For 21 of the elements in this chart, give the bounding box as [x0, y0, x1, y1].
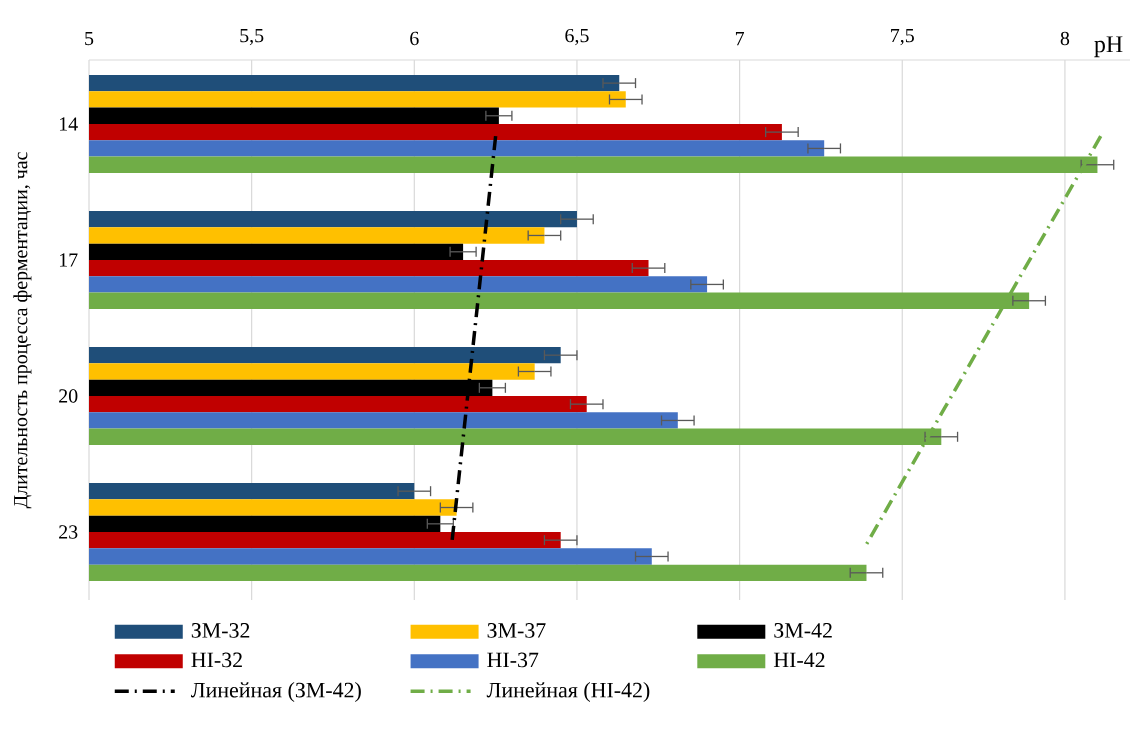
legend-label: HI-42	[773, 652, 825, 668]
x-tick-label: 6	[410, 31, 419, 46]
y-tick-label: 14	[59, 117, 78, 131]
legend-label: HI-32	[191, 652, 242, 668]
y-tick-label: 23	[59, 525, 78, 539]
legend-label: ЗМ-37	[487, 623, 546, 638]
x-tick-label: 7	[735, 32, 745, 46]
x-tick-label: 6,5	[565, 28, 589, 46]
y-tick-label: 20	[59, 389, 78, 403]
x-tick-label: 7,5	[891, 29, 914, 46]
x-tick-label: 8	[1060, 31, 1070, 46]
legend-label: HI-37	[487, 652, 539, 668]
legend-label: Линейная (ЗМ-42)	[190, 682, 361, 702]
legend-label: Линейная (HI-42)	[486, 682, 650, 702]
x-tick-label: 5,5	[240, 29, 264, 46]
x-axis-title: pH	[1094, 36, 1123, 58]
legend-label: ЗМ-42	[774, 623, 832, 638]
y-tick-label: 17	[59, 253, 78, 267]
legend-label: ЗМ-32	[191, 623, 250, 638]
y-axis-title: Длительность процесса ферментации, час	[13, 152, 32, 509]
x-tick-label: 5	[85, 31, 94, 46]
